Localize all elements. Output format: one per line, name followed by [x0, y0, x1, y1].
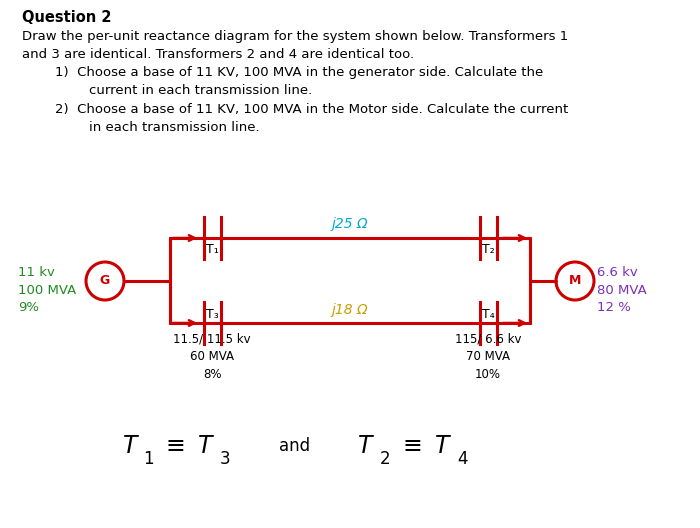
Text: 6.6 kv
80 MVA
12 %: 6.6 kv 80 MVA 12 %: [597, 266, 647, 314]
Text: j25 Ω: j25 Ω: [332, 217, 368, 231]
Text: 115/ 6.6 kv
70 MVA
10%: 115/ 6.6 kv 70 MVA 10%: [455, 333, 522, 381]
Text: and: and: [279, 437, 311, 455]
Text: T₃: T₃: [206, 308, 218, 321]
Text: T₁: T₁: [206, 243, 218, 256]
Text: 2)  Choose a base of 11 KV, 100 MVA in the Motor side. Calculate the current
   : 2) Choose a base of 11 KV, 100 MVA in th…: [55, 103, 568, 134]
Text: 4: 4: [456, 450, 468, 468]
Text: 11 kv
100 MVA
9%: 11 kv 100 MVA 9%: [18, 266, 76, 314]
Text: ≡: ≡: [165, 434, 185, 458]
Text: ≡: ≡: [402, 434, 422, 458]
Text: 1)  Choose a base of 11 KV, 100 MVA in the generator side. Calculate the
       : 1) Choose a base of 11 KV, 100 MVA in th…: [55, 66, 543, 97]
Text: T: T: [435, 434, 449, 458]
Text: 11.5/ 11.5 kv
60 MVA
8%: 11.5/ 11.5 kv 60 MVA 8%: [173, 333, 251, 381]
Text: j18 Ω: j18 Ω: [332, 303, 368, 317]
Text: 2: 2: [379, 450, 391, 468]
Text: T: T: [198, 434, 212, 458]
Text: T₂: T₂: [482, 243, 494, 256]
Text: 1: 1: [143, 450, 153, 468]
Text: 3: 3: [220, 450, 230, 468]
Text: M: M: [569, 275, 581, 288]
Text: T: T: [122, 434, 137, 458]
Text: T: T: [358, 434, 372, 458]
Text: T₄: T₄: [482, 308, 494, 321]
Text: Question 2: Question 2: [22, 10, 111, 25]
Text: Draw the per-unit reactance diagram for the system shown below. Transformers 1
a: Draw the per-unit reactance diagram for …: [22, 30, 568, 61]
Text: G: G: [100, 275, 110, 288]
